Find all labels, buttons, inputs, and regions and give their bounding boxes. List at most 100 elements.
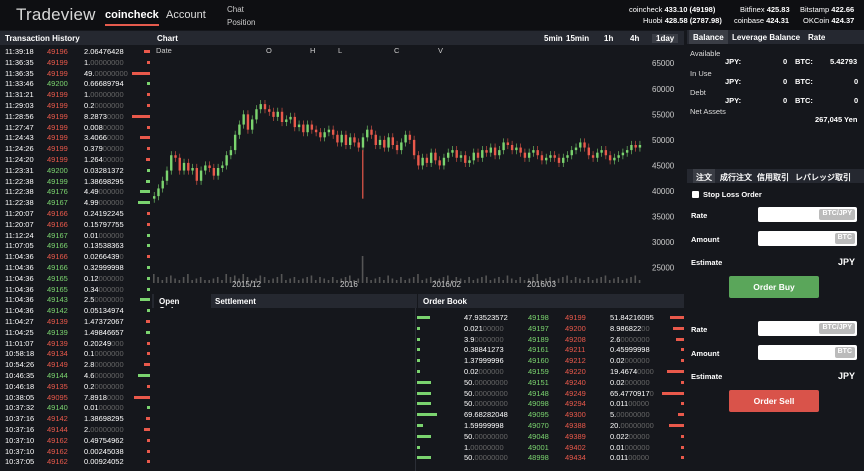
tx-amount: 0.02664390 xyxy=(84,252,124,262)
bid-volume-bar xyxy=(417,337,420,341)
tx-time: 10:37:16 xyxy=(5,414,35,424)
stop-loss-checkbox[interactable] xyxy=(692,191,699,198)
order-book-row[interactable]: 50.00000000 49148 49249 65.47709170 xyxy=(417,388,684,399)
order-book-row[interactable]: 3.90000000 49189 49208 2.60000000 xyxy=(417,334,684,345)
tx-price: 49134 xyxy=(47,349,68,359)
tab-order[interactable]: 注文 xyxy=(693,169,715,183)
volume-bar xyxy=(208,280,210,283)
volume-bar xyxy=(442,277,445,283)
candle xyxy=(502,142,505,151)
timeframe-1day[interactable]: 1day xyxy=(652,34,679,43)
tab-open-orders[interactable]: Open Orders xyxy=(154,294,211,315)
nav-coincheck[interactable]: coincheck xyxy=(105,9,159,21)
candle xyxy=(404,134,407,143)
order-book-row[interactable]: 1.37999996 49160 49212 0.02000000 xyxy=(417,355,684,366)
tab-leverage-balance[interactable]: Leverage Balance xyxy=(732,33,801,42)
candle xyxy=(472,152,475,161)
volume-bar xyxy=(221,280,223,283)
volume-bar xyxy=(268,280,270,283)
order-book-row[interactable]: 50.00000000 49048 49389 0.02200000 xyxy=(417,431,684,442)
tab-rate[interactable]: Rate xyxy=(808,33,826,42)
candle xyxy=(481,150,484,158)
balance-tabs: Balance Leverage Balance Rate xyxy=(687,30,864,44)
chat-position-nav: Chat Position xyxy=(227,3,255,29)
order-book-row[interactable]: 0.02100000 49197 49200 8.98682200 xyxy=(417,323,684,334)
tx-price: 49143 xyxy=(47,295,68,305)
volume-bar xyxy=(485,275,487,283)
tx-price: 49142 xyxy=(47,414,68,424)
order-book-row[interactable]: 50.00000000 49151 49240 0.02000000 xyxy=(417,377,684,388)
tx-volume-bar xyxy=(147,287,150,291)
ask-price: 49388 xyxy=(565,421,586,430)
order-book-row[interactable]: 69.68282048 49095 49300 5.00000000 xyxy=(417,409,684,420)
bid-volume-bar xyxy=(417,391,431,395)
bid-amount: 50.00000000 xyxy=(464,388,508,398)
volume-bar xyxy=(421,280,424,283)
ask-amount: 20.00000000 xyxy=(610,421,654,430)
timeframe-4h[interactable]: 4h xyxy=(630,34,640,43)
order-book-row[interactable]: 0.38841273 49161 49211 0.45999998 xyxy=(417,344,684,355)
quote-okcoin: OKCoin 424.37 xyxy=(803,16,855,25)
order-sell-button[interactable]: Order Sell xyxy=(729,390,819,412)
volume-bar xyxy=(429,277,432,283)
tx-amount: 2.50000000 xyxy=(84,295,124,305)
candlestick-chart[interactable]: 65000 60000 55000 50000 45000 40000 35000 30000… xyxy=(152,53,684,293)
nav-position[interactable]: Position xyxy=(227,18,256,27)
tx-price: 49140 xyxy=(47,403,68,413)
candle xyxy=(361,137,365,148)
candle xyxy=(366,129,369,138)
volume-bar xyxy=(259,275,262,283)
volume-bar xyxy=(216,277,219,283)
buy-rate-input[interactable]: BTC/JPY xyxy=(758,207,857,222)
volume-bar xyxy=(378,277,381,283)
candle xyxy=(540,155,544,161)
tx-time: 11:04:36 xyxy=(5,295,34,305)
candle xyxy=(634,145,637,148)
order-book-row[interactable]: 0.02000000 49159 49220 19.46740000 xyxy=(417,366,684,377)
volume-bar xyxy=(182,277,185,283)
buy-amount-input[interactable]: BTC xyxy=(758,231,857,246)
tab-leverage-trading[interactable]: レバレッジ取引 xyxy=(795,173,851,182)
order-book-row[interactable]: 1.00000000 49001 49402 0.01000000 xyxy=(417,442,684,453)
volume-bar xyxy=(349,275,351,283)
nav-chat[interactable]: Chat xyxy=(227,5,244,14)
timeframe-1h[interactable]: 1h xyxy=(604,34,614,43)
bid-amount: 1.59999998 xyxy=(464,421,504,430)
transaction-history-panel: Transaction History 11:39:18 49196 2.064… xyxy=(0,31,152,471)
bid-amount: 47.93523572 xyxy=(464,313,508,322)
timeframe-15min[interactable]: 15min xyxy=(566,34,590,43)
tx-price: 49200 xyxy=(47,79,68,89)
tab-margin-trading[interactable]: 信用取引 xyxy=(757,173,789,182)
candle xyxy=(229,150,233,156)
tab-market-order[interactable]: 成行注文 xyxy=(720,173,752,182)
volume-bar xyxy=(570,280,573,283)
timeframe-5min[interactable]: 5min xyxy=(544,34,563,43)
legend-l: L xyxy=(338,46,343,55)
candle xyxy=(506,142,510,145)
order-book-title: Order Book xyxy=(423,297,468,306)
sell-rate-input[interactable]: BTC/JPY xyxy=(758,321,857,336)
candle xyxy=(276,111,279,117)
order-book-row[interactable]: 47.93523572 49198 49199 51.84216095 xyxy=(417,312,684,323)
order-book-row[interactable]: 50.00000000 48998 49434 0.01100000 xyxy=(417,452,684,463)
bid-price: 49189 xyxy=(528,334,549,344)
sell-amount-input[interactable]: BTC xyxy=(758,345,857,360)
transaction-row: 10:37:05 49162 0.00924052 xyxy=(0,456,152,467)
tx-time: 11:04:27 xyxy=(5,317,34,326)
tx-time: 11:04:36 xyxy=(5,306,34,316)
divider xyxy=(417,294,418,308)
x-tick-label: 2016 xyxy=(340,280,358,289)
order-buy-button[interactable]: Order Buy xyxy=(729,276,819,298)
order-book-row[interactable]: 1.59999998 49070 49388 20.00000000 xyxy=(417,420,684,431)
volume-bar xyxy=(272,278,274,283)
order-book-row[interactable]: 50.00000000 49098 49294 0.01100000 xyxy=(417,398,684,409)
tx-amount: 2.80000000 xyxy=(84,360,124,370)
tx-time: 11:36:35 xyxy=(5,57,34,67)
volume-bar xyxy=(455,277,458,283)
tab-settlement[interactable]: Settlement xyxy=(215,297,256,306)
candle xyxy=(216,168,220,176)
transaction-row: 11:01:07 49139 0.20249000 xyxy=(0,338,152,349)
nav-account[interactable]: Account xyxy=(166,9,206,21)
tab-balance[interactable]: Balance xyxy=(689,30,728,44)
volume-bar xyxy=(157,277,159,283)
